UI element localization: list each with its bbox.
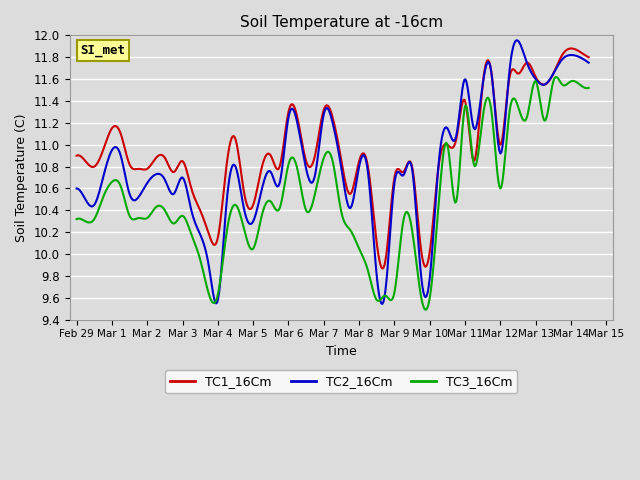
Text: SI_met: SI_met xyxy=(81,44,125,57)
Legend: TC1_16Cm, TC2_16Cm, TC3_16Cm: TC1_16Cm, TC2_16Cm, TC3_16Cm xyxy=(166,370,518,393)
Title: Soil Temperature at -16cm: Soil Temperature at -16cm xyxy=(240,15,443,30)
X-axis label: Time: Time xyxy=(326,345,357,358)
Y-axis label: Soil Temperature (C): Soil Temperature (C) xyxy=(15,113,28,242)
